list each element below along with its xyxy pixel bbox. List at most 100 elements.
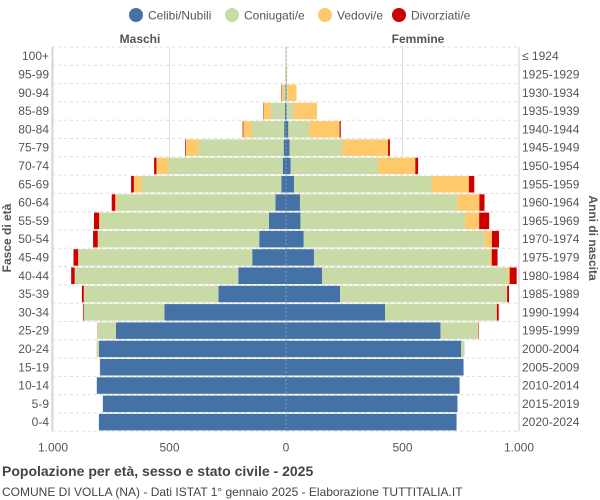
bar-male-divorziati [81,285,84,303]
age-label: 10-14 [18,379,49,393]
bar-female-divorziati [415,157,419,175]
legend-label: Divorziati/e [411,9,471,23]
birth-year-label: 2020-2024 [522,415,580,429]
right-axis-title: Anni di nascita [586,195,600,281]
bar-female-celibi-nubili [286,304,386,321]
birth-year-label: 1985-1989 [522,287,580,301]
age-label: 5-9 [32,397,50,411]
bars [71,47,517,432]
x-tick-label: 500 [159,440,179,454]
bar-male-divorziati [83,304,84,321]
x-tick-label: 1.000 [38,440,68,454]
age-label: 30-34 [18,305,49,319]
legend-marker [318,8,332,22]
bar-male-divorziati [131,176,134,193]
age-label: 15-19 [18,360,49,374]
bar-male-celibi-nubili [238,267,286,284]
bar-female-celibi-nubili [286,230,304,248]
birth-year-label: 1975-1979 [522,250,580,264]
age-label: 95-99 [18,67,49,81]
bar-male-celibi-nubili [281,176,286,193]
birth-year-label: 1925-1929 [522,67,580,81]
birth-year-label: 1930-1934 [522,86,580,100]
bar-female-coniugati [303,230,485,248]
bar-male-celibi-nubili [100,359,286,376]
bar-female-vedovi [431,176,469,193]
bar-female-vedovi [309,121,340,138]
bar-male-vedovi [263,102,271,120]
bar-female-divorziati [388,139,390,156]
age-label: 100+ [22,49,49,63]
bar-male-coniugati [198,139,284,156]
bar-male-coniugati [141,176,282,193]
bar-female-celibi-nubili [286,285,341,303]
birth-year-label: 1980-1984 [522,269,580,283]
bar-male-celibi-nubili [98,413,286,431]
age-label: 0-4 [32,415,50,429]
birth-year-label: 2005-2009 [522,360,580,374]
bar-male-celibi-nubili [102,395,286,413]
legend-label: Celibi/Nubili [148,9,211,23]
bar-female-coniugati [286,102,294,120]
bar-female-coniugati [461,340,465,358]
bar-male-coniugati [168,157,283,175]
bar-female-coniugati [289,139,343,156]
bar-male-divorziati [185,139,186,156]
bar-female-celibi-nubili [286,139,290,156]
bar-male-vedovi [281,84,285,101]
birth-year-label: 2000-2004 [522,342,580,356]
legend-marker [225,8,239,22]
bar-male-divorziati [73,249,79,266]
bar-male-celibi-nubili [115,322,286,339]
bar-female-divorziati [479,194,485,211]
age-label: 40-44 [18,269,49,283]
birth-year-label: 1960-1964 [522,196,580,210]
bar-male-celibi-nubili [164,304,286,321]
bar-female-celibi-nubili [286,194,300,211]
right-header: Femmine [392,32,445,46]
bar-male-celibi-nubili [96,377,286,394]
bar-male-divorziati [111,194,116,211]
legend: Celibi/Nubili Coniugati/e Vedovi/e Divorzia… [129,8,471,23]
age-label: 75-79 [18,141,49,155]
bar-male-divorziati [242,121,244,138]
bar-female-vedovi [378,157,416,175]
bar-female-divorziati [479,212,490,230]
bar-male-celibi-nubili [268,212,286,230]
legend-marker [129,8,143,22]
bar-male-celibi-nubili [98,340,286,358]
bar-female-coniugati [288,121,310,138]
bar-female-vedovi [286,66,288,83]
bar-female-vedovi [507,267,510,284]
bar-female-celibi-nubili [286,340,462,358]
x-tick-label: 500 [392,440,412,454]
bar-male-vedovi [115,194,118,211]
bar-male-celibi-nubili [259,230,286,248]
birth-year-label: 1955-1959 [522,177,580,191]
bar-male-vedovi [97,230,99,248]
legend-label: Coniugati/e [244,9,305,23]
bar-female-coniugati [440,322,478,339]
bar-female-celibi-nubili [286,395,458,413]
age-label: 50-54 [18,232,49,246]
birth-year-label: 2015-2019 [522,397,580,411]
bar-female-celibi-nubili [286,249,314,266]
bar-male-divorziati [154,157,157,175]
legend-label: Vedovi/e [337,9,383,23]
age-label: 55-59 [18,214,49,228]
bar-male-coniugati [97,340,99,358]
bar-male-coniugati [270,102,285,120]
bar-female-coniugati [286,84,288,101]
labels: 100+ ≤ 1924 95-99 1925-1929 90-94 1930-1934 85… [18,49,579,429]
bar-male-vedovi [133,176,142,193]
bar-female-divorziati [491,249,498,266]
bar-female-celibi-nubili [286,322,441,339]
bar-female-coniugati [300,212,466,230]
bar-male-divorziati [94,212,100,230]
bar-female-vedovi [484,230,492,248]
bar-female-vedovi [465,212,480,230]
age-label: 80-84 [18,122,49,136]
bar-male-coniugati [83,304,165,321]
bar-female-coniugati [313,249,490,266]
bar-female-vedovi [489,249,492,266]
